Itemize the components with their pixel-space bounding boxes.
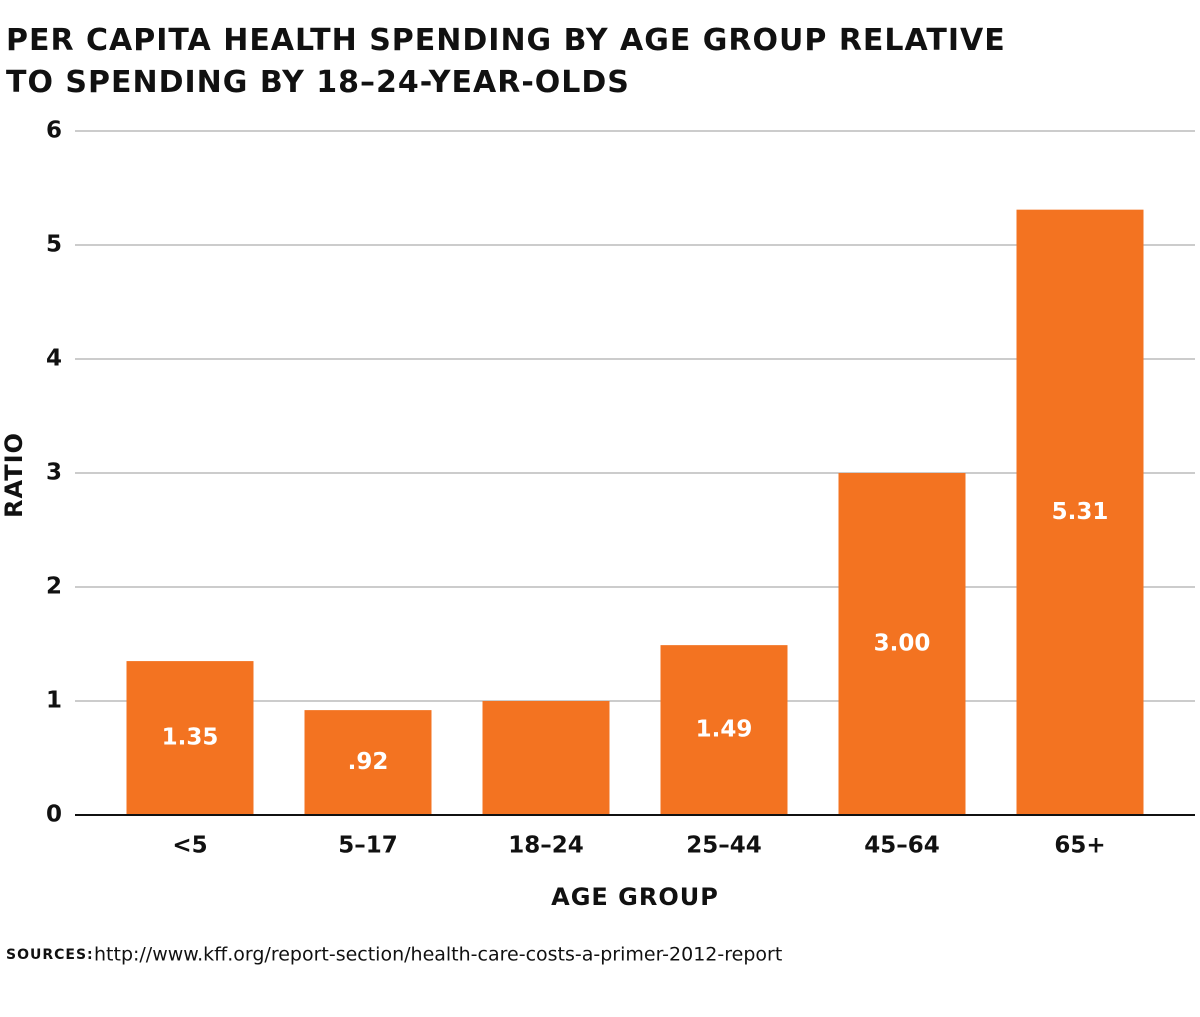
bar (1016, 209, 1144, 815)
bar (304, 710, 432, 815)
y-tick-label: 4 (46, 346, 62, 372)
y-tick-label: 5 (46, 232, 62, 258)
x-tick-label: 18–24 (508, 833, 584, 859)
chart-title: PER CAPITA HEALTH SPENDING BY AGE GROUP … (6, 23, 1006, 100)
x-axis-label: AGE GROUP (551, 883, 719, 911)
bar (126, 661, 254, 815)
y-axis-label: RATIO (0, 432, 28, 518)
bar (660, 645, 788, 815)
y-tick-label: 1 (46, 688, 62, 714)
bar (838, 473, 966, 815)
x-tick-label: 65+ (1054, 833, 1105, 859)
x-tick-label: 45–64 (864, 833, 940, 859)
y-tick-label: 2 (46, 574, 62, 600)
source: http://www.kff.org/report-section/health… (94, 944, 782, 966)
data-label: .92 (348, 749, 389, 775)
data-label: 1.49 (696, 717, 753, 743)
x-tick-label: 25–44 (686, 833, 762, 859)
x-tick-label: 5–17 (338, 833, 398, 859)
y-tick-label: 0 (46, 802, 62, 828)
y-tick-label: 3 (46, 460, 62, 486)
source-label: SOURCES: (6, 947, 94, 963)
bar (482, 701, 610, 815)
data-label: 5.31 (1052, 499, 1109, 525)
data-label: 1.35 (162, 725, 219, 751)
x-tick-label: <5 (172, 833, 207, 859)
y-tick-label: 6 (46, 118, 62, 144)
data-label: 3.00 (874, 631, 931, 657)
